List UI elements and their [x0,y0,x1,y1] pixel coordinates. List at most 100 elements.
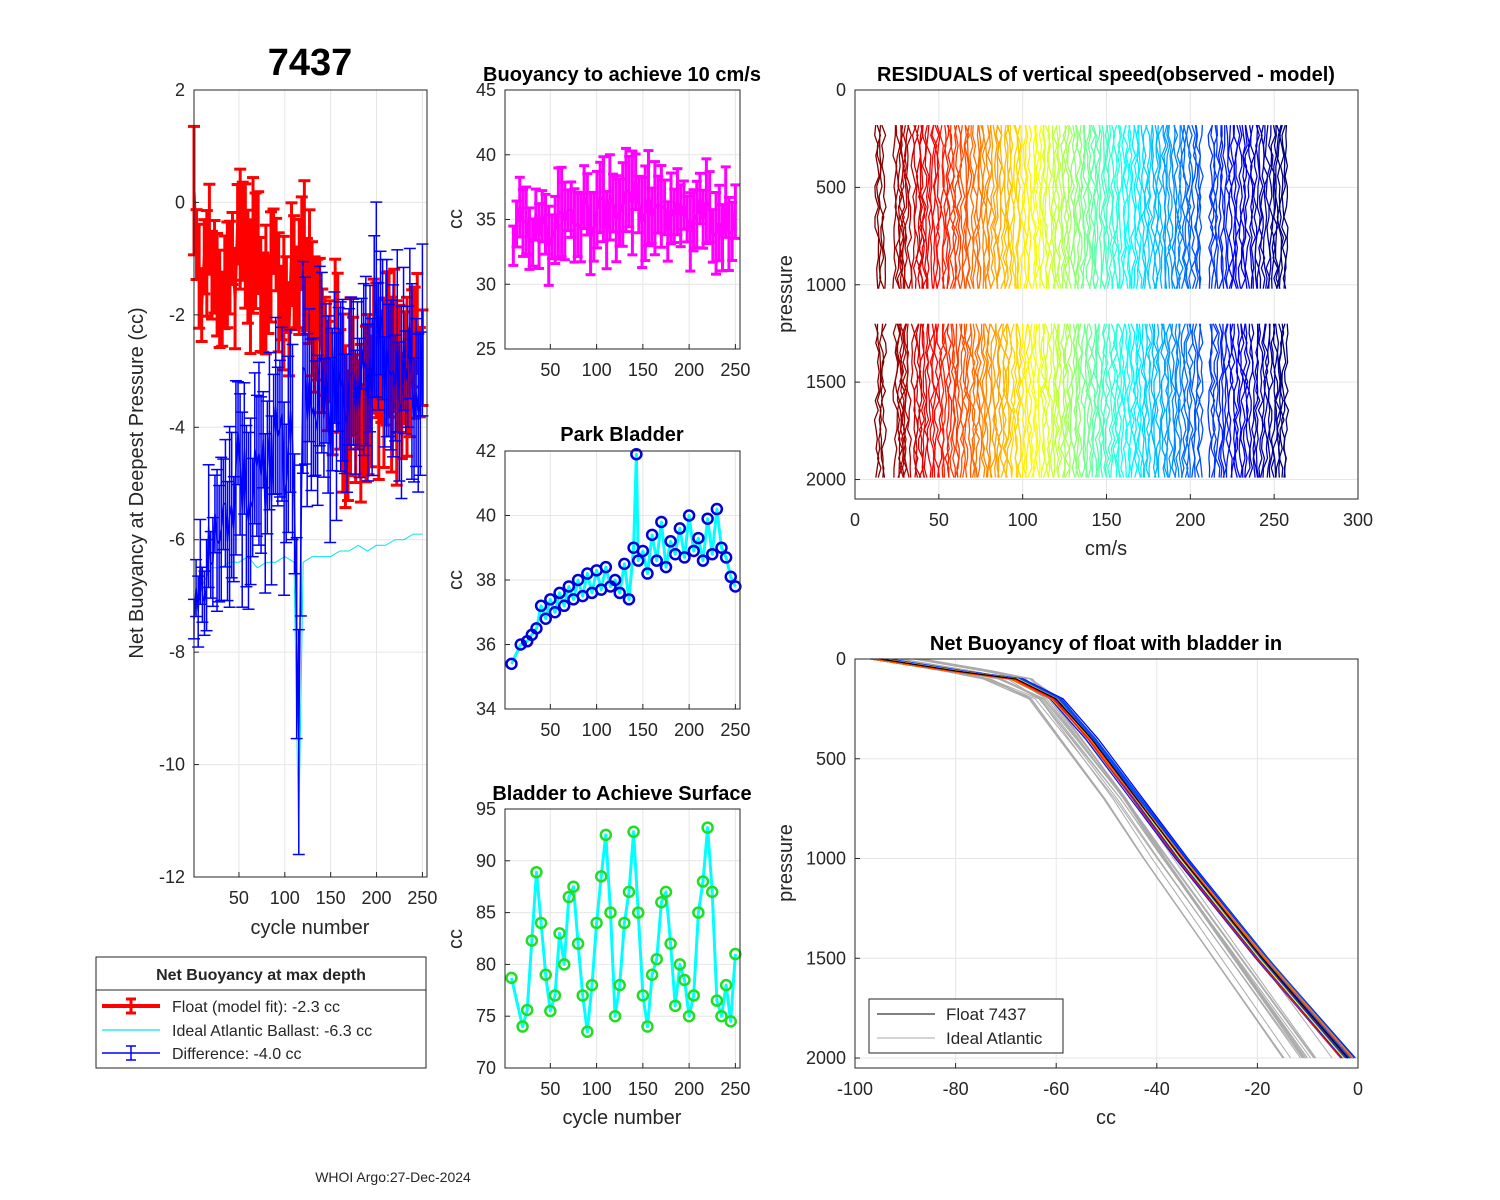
residual-profile [1190,124,1197,289]
residual-profile [1217,125,1224,289]
residual-profile [936,124,943,289]
tick-label-x: 50 [929,510,949,530]
residual-profile [941,125,948,289]
residual-profile [961,125,968,289]
residual-profile [1049,323,1056,478]
buoyancy-10cms-plot-area [508,146,741,287]
legend-box [95,956,427,1069]
residual-profile [1125,323,1132,478]
ideal-atlantic-profile [915,658,1307,1059]
profile-ticks: -100 -80 -60 -40 -20 0 0 500 1000 1500 2000 [806,649,1363,1099]
residual-profile [892,125,898,289]
bladder-surface-marker [557,958,571,971]
residual-profile [1180,124,1187,289]
park-bladder-marker [645,528,659,542]
tick-label-y: -8 [169,642,185,662]
bladder-surface-title: Bladder to Achieve Surface [492,783,751,805]
bladder-surface-marker [687,989,700,1002]
residual-profile [1107,323,1114,478]
profile-axes-box [854,658,1359,1069]
residual-profile [1192,323,1199,478]
bladder-surface-marker [641,1020,654,1033]
residual-profile [1222,323,1228,478]
residual-profile [1052,124,1058,289]
residual-profile [1270,124,1277,289]
residual-profile [1030,323,1036,478]
residual-profile [1212,323,1219,478]
residual-profile [1237,323,1244,478]
residual-profile [1104,323,1111,478]
residual-profile [961,323,968,478]
bladder-surface-marker [705,885,719,899]
residual-profile [1195,125,1202,289]
residual-profile [1130,125,1137,289]
residual-profile [1052,323,1059,478]
residual-profile [1080,323,1087,478]
bladder-surface-marker [710,994,724,1007]
bladder-surface-marker [668,999,682,1013]
residual-profile [994,323,1001,478]
residual-profile [1219,125,1225,289]
tick-label-x: 100 [582,720,612,740]
tick-label-y: 2000 [806,1048,846,1068]
residual-profile [1244,124,1251,289]
tick-label-y: -6 [169,530,185,550]
tick-label-x: -20 [1244,1079,1270,1099]
residual-profile [1034,323,1041,478]
profile-legend-label-float: Float 7437 [946,1005,1026,1024]
residual-profile [1160,323,1167,478]
residual-profile [1112,323,1119,478]
residual-profile [1047,125,1053,289]
bladder-surface-axes-box [504,808,741,1069]
footer-credit: WHOI Argo:27-Dec-2024 [315,1169,471,1185]
residual-profile [1254,124,1261,289]
residual-profile [1192,125,1199,289]
residual-profile [1039,323,1046,478]
residual-profile [898,124,905,289]
residual-profile [1067,124,1074,289]
park-bladder-marker [613,586,626,600]
residual-profile [1227,323,1234,478]
residual-profile [892,323,899,478]
residual-profile [1097,124,1103,289]
residual-profile [1103,124,1109,289]
residual-profile [971,323,978,478]
residual-profile [1135,323,1142,478]
residual-profile [929,124,936,289]
park-bladder-marker [682,509,696,522]
residual-profile [1060,125,1067,289]
residual-profile [1030,125,1036,289]
residual-profile [1157,124,1164,289]
residual-profile [1165,125,1172,289]
park-bladder-marker [618,557,631,571]
bladder-surface-marker [696,875,710,888]
residual-profile [1145,323,1152,478]
residual-profile [974,323,981,478]
tick-label-y: 500 [816,749,846,769]
residual-profile [1177,323,1183,478]
residual-profile [1262,323,1269,478]
residual-profile [1217,323,1224,478]
residual-profile [1050,125,1056,289]
tick-label-y: 40 [476,506,496,526]
residual-profile [1011,124,1019,289]
bladder-surface-marker [567,880,580,893]
residual-profile [1147,323,1153,478]
tick-label-y: 30 [476,274,496,294]
bladder-surface-marker [539,968,552,982]
residual-profile [1278,323,1285,478]
tick-label-x: 100 [582,1079,612,1099]
legend-entry-ideal: Ideal Atlantic Ballast: -6.3 cc [102,1023,372,1040]
residual-profile [1032,323,1038,478]
residual-profile [1087,125,1093,289]
tick-label-y: -12 [159,867,185,887]
residual-profile [1044,124,1051,289]
residual-profile [1214,125,1221,289]
residual-profile [913,323,920,478]
residual-profile [1019,125,1026,289]
residual-profile [1122,124,1129,289]
park-bladder-marker [571,573,585,587]
residual-profile [976,323,983,478]
residual-profile [1006,323,1013,478]
tick-label-x: 250 [720,360,750,380]
